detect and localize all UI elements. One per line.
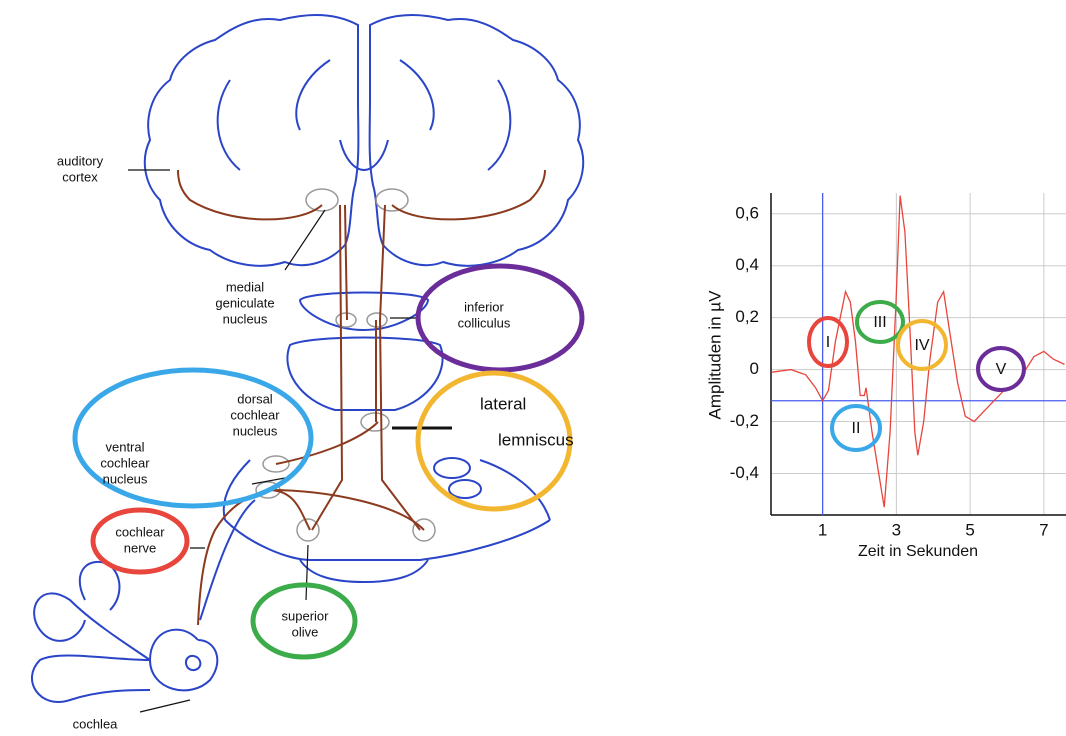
label-line: superior [282, 608, 330, 623]
label-line: colliculus [458, 315, 511, 330]
label-line: inferior [464, 299, 504, 314]
x-tick-label: 7 [1039, 520, 1048, 539]
peak-label: V [996, 361, 1007, 378]
x-tick-label: 3 [892, 520, 901, 539]
brain-drawing [32, 15, 583, 712]
label-line: nerve [124, 540, 157, 555]
label-line: cochlear [115, 524, 165, 539]
label-line: nucleus [223, 311, 268, 326]
x-tick-label: 1 [818, 520, 827, 539]
y-tick-label: 0,4 [735, 255, 759, 274]
y-tick-label: 0,2 [735, 307, 759, 326]
y-tick-label: 0 [750, 359, 759, 378]
label-line: geniculate [215, 295, 274, 310]
label-line: ventral [105, 439, 144, 454]
peak-label: II [852, 420, 861, 437]
label-line: lemniscus [498, 430, 574, 449]
label-line: cortex [62, 169, 98, 184]
label-line: nucleus [103, 471, 148, 486]
y-tick-label: -0,4 [730, 463, 759, 482]
label-line: nucleus [233, 423, 278, 438]
y-axis-label: Amplituden in µV [705, 290, 724, 420]
peak-label: I [826, 334, 830, 351]
label-line: cochlear [230, 407, 280, 422]
y-tick-label: -0,2 [730, 411, 759, 430]
label-line: medial [226, 279, 264, 294]
peak-label: IV [914, 337, 929, 354]
chart: -0,4 -0,2 0 0,2 0,4 0,6 1 3 5 7 Zeit in Sekunden Am… [705, 193, 1066, 560]
label-line: cochlear [100, 455, 150, 470]
x-axis-label: Zeit in Sekunden [858, 543, 978, 560]
peak-label: III [873, 314, 886, 331]
label-line: olive [292, 624, 319, 639]
y-tick-label: 0,6 [735, 203, 759, 222]
label-line: cochlea [73, 716, 119, 731]
label-line: dorsal [237, 391, 273, 406]
x-tick-label: 5 [965, 520, 974, 539]
page: auditorycortexmedialgeniculatenucleusinf… [0, 0, 1066, 736]
structure-label: cochlea [73, 716, 119, 731]
label-line: lateral [480, 394, 526, 413]
label-line: auditory [57, 153, 104, 168]
